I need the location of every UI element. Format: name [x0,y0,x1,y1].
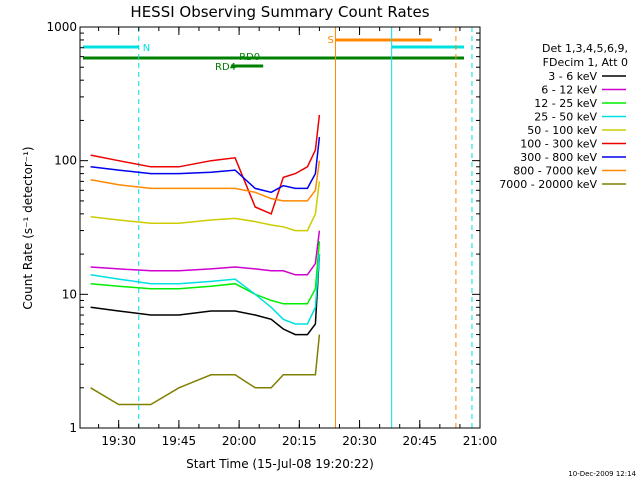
series-line-2 [90,241,321,305]
series-line-8 [90,334,321,406]
x-tick-label: 20:30 [342,434,377,448]
x-tick-label: 19:30 [101,434,136,448]
plot-series [90,114,321,406]
chart-title: HESSI Observing Summary Count Rates [130,3,429,21]
x-tick-label: 20:45 [402,434,437,448]
legend-label-3: 25 - 50 keV [534,111,597,124]
series-line-3 [90,254,321,325]
legend-label-4: 50 - 100 keV [527,124,597,137]
plot-frame [79,26,481,429]
series-line-5 [90,114,321,215]
legend-label-1: 6 - 12 keV [541,84,597,97]
y-axis-label: Count Rate (s⁻¹ detector⁻¹) [21,146,35,309]
annotation-n: N [143,43,150,54]
x-tick-label: 20:15 [282,434,317,448]
annotation-s: S [327,35,333,46]
series-line-0 [90,254,321,336]
x-tick-label: 20:00 [222,434,257,448]
legend-label-0: 3 - 6 keV [548,70,597,83]
legend-label-2: 12 - 25 keV [534,97,597,110]
y-tick-label: 1 [69,421,77,435]
x-tick-label: 21:00 [463,434,498,448]
series-line-7 [90,160,321,202]
series-line-4 [90,181,321,232]
legend-label-6: 300 - 800 keV [520,151,597,164]
legend-header-line-2: FDecim 1, Att 0 [543,56,628,69]
series-line-6 [90,137,321,194]
x-tick-label: 19:45 [162,434,197,448]
series-line-1 [90,230,321,276]
footer-timestamp: 10-Dec-2009 12:14 [568,470,636,478]
y-tick-label: 1000 [46,20,77,34]
annotation-rd4: RD4 [215,62,236,73]
x-axis-label: Start Time (15-Jul-08 19:20:22) [186,457,374,471]
annotation-rd0: RD0 [239,52,260,63]
legend-header-line-1: Det 1,3,4,5,6,9, [542,42,628,55]
axis-ticks: 1 10 100 1000 19:30 19:45 20:00 20:15 20:30 20:45… [46,20,497,448]
y-tick-label: 100 [54,154,77,168]
y-tick-label: 10 [62,287,77,301]
legend-label-8: 7000 - 20000 keV [499,178,597,191]
legend-label-7: 800 - 7000 keV [513,165,597,178]
legend-label-5: 100 - 300 keV [520,138,597,151]
